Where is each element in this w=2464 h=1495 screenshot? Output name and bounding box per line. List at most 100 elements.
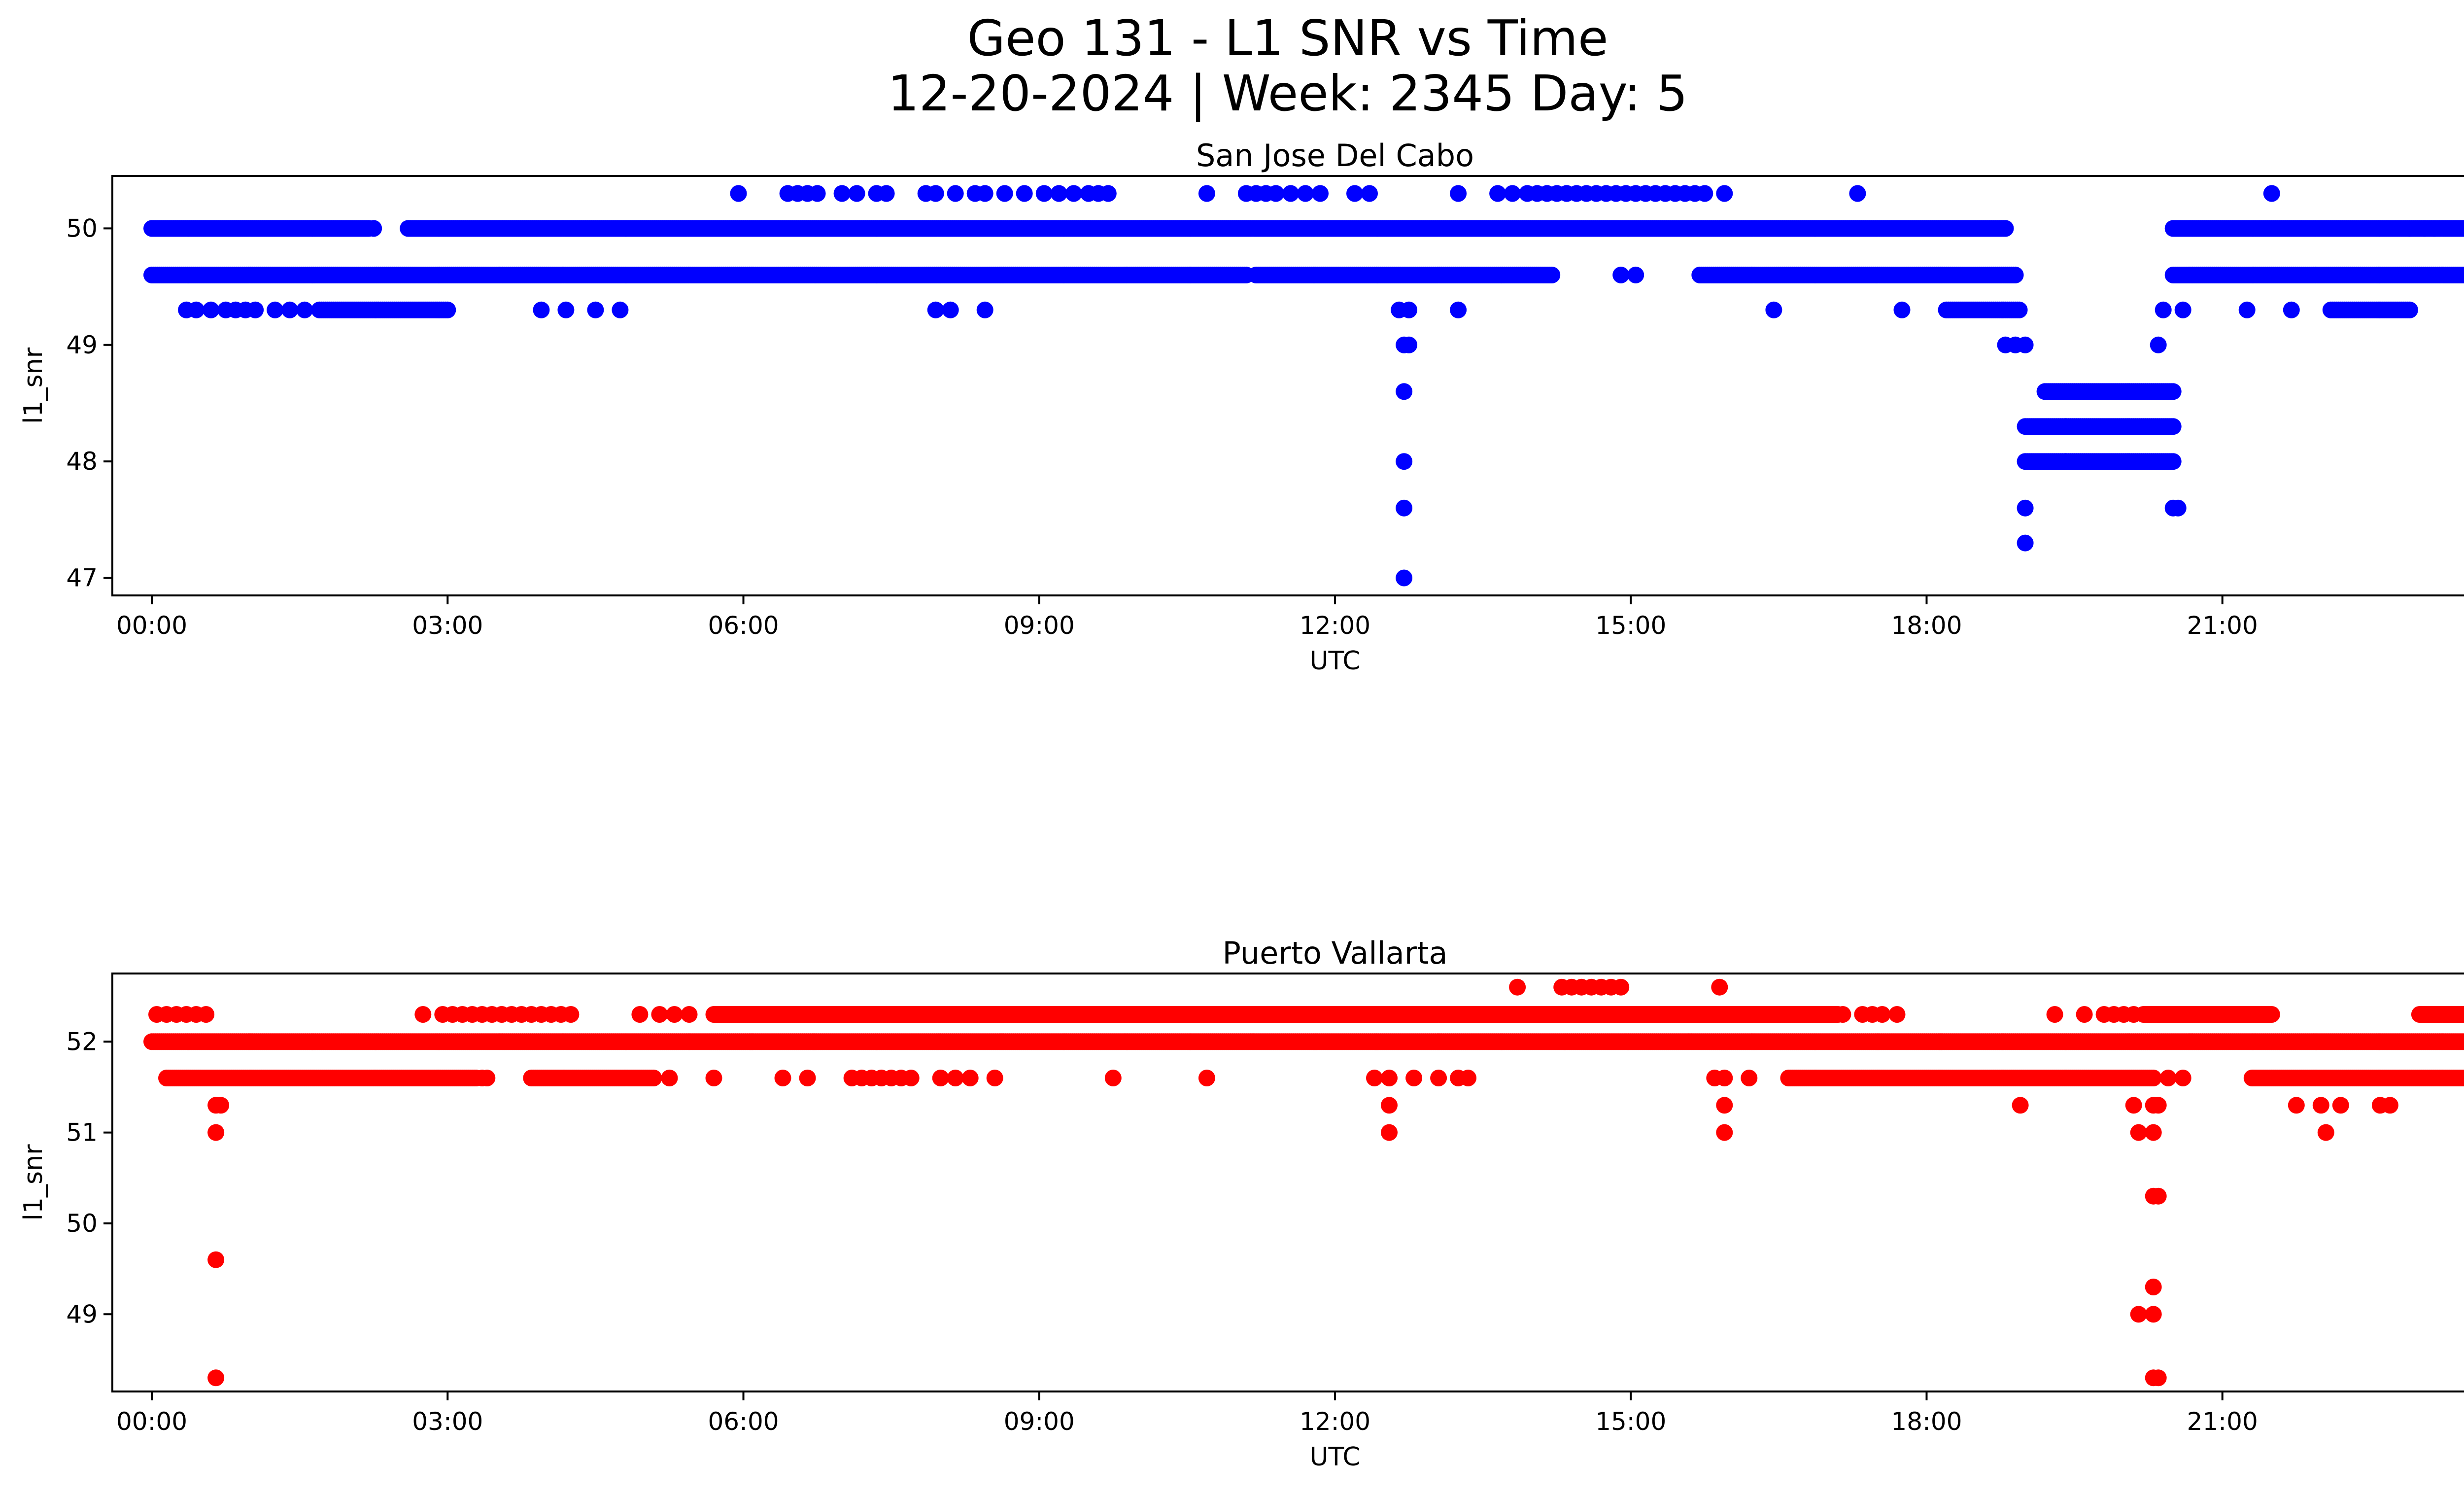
x-axis-label: UTC — [1309, 646, 1360, 676]
data-point — [2462, 223, 2464, 234]
data-point — [1346, 185, 1363, 202]
data-point — [947, 185, 964, 202]
data-point — [645, 1070, 662, 1086]
data-point — [2460, 268, 2464, 282]
data-point — [1849, 185, 1866, 202]
data-point — [1396, 383, 1413, 400]
data-point — [2283, 301, 2300, 318]
data-point — [1450, 301, 1467, 318]
data-point — [533, 301, 550, 318]
data-point — [1361, 185, 1378, 202]
data-point — [188, 301, 205, 318]
data-point — [1401, 301, 1418, 318]
data-point — [2263, 185, 2280, 202]
x-tick-label: 03:00 — [412, 611, 483, 640]
data-point — [848, 185, 865, 202]
data-point — [2017, 499, 2034, 517]
data-point — [1401, 336, 1418, 353]
data-point — [1543, 266, 1561, 283]
data-point — [1396, 453, 1413, 470]
data-point — [296, 301, 313, 318]
x-tick-label: 15:00 — [1595, 611, 1666, 640]
data-series — [143, 185, 2464, 587]
data-point — [2401, 301, 2418, 318]
data-point — [927, 301, 944, 318]
data-series — [143, 978, 2464, 1387]
data-point — [612, 301, 629, 318]
data-point — [2011, 301, 2028, 318]
data-point — [809, 185, 826, 202]
data-point — [2238, 301, 2256, 318]
data-point — [1612, 266, 1630, 283]
data-point — [2460, 221, 2464, 236]
data-point — [2426, 220, 2443, 237]
data-point — [927, 185, 944, 202]
data-point — [2401, 220, 2418, 237]
y-tick-label: 49 — [66, 331, 98, 359]
data-point — [1997, 220, 2014, 237]
x-tick-label: 06:00 — [708, 611, 779, 640]
data-point — [1282, 185, 1299, 202]
panel-title: San Jose Del Cabo — [1196, 138, 1474, 174]
data-point — [1716, 185, 1733, 202]
data-point — [1035, 185, 1053, 202]
data-point — [2263, 1006, 2280, 1023]
data-point — [1267, 185, 1284, 202]
data-point — [2164, 383, 2182, 400]
data-point — [1893, 301, 1911, 318]
x-tick-label: 18:00 — [1891, 611, 1962, 640]
data-point — [976, 185, 993, 202]
figure-subtitle: 12-20-2024 | Week: 2345 Day: 5 — [888, 65, 1688, 122]
data-point — [2174, 301, 2191, 318]
data-point — [2164, 418, 2182, 435]
data-point — [1198, 185, 1215, 202]
chart-panel-san-jose-del-cabo: San Jose Del Cabo 00:00 03:00 06:00 09:00 12:… — [19, 138, 2464, 676]
x-tick-label: 00:00 — [116, 611, 187, 640]
data-point — [833, 185, 851, 202]
data-point — [1050, 185, 1067, 202]
y-axis-label: l1_snr — [19, 347, 48, 424]
data-point — [557, 301, 575, 318]
data-point — [1696, 185, 1713, 202]
data-point — [976, 301, 993, 318]
data-point — [2164, 453, 2182, 470]
data-point — [1450, 185, 1467, 202]
data-point — [2007, 266, 2024, 283]
data-point — [1489, 185, 1506, 202]
figure-title: Geo 131 - L1 SNR vs Time — [967, 9, 1608, 67]
data-point — [267, 301, 284, 318]
data-point — [2150, 336, 2167, 353]
data-point — [1765, 301, 1782, 318]
data-point — [2155, 301, 2172, 318]
x-tick-label: 12:00 — [1300, 611, 1370, 640]
data-point — [1065, 185, 1082, 202]
data-point — [439, 301, 456, 318]
data-point — [1297, 185, 1314, 202]
data-point — [2017, 336, 2034, 353]
data-point — [878, 185, 895, 202]
data-point — [942, 301, 959, 318]
y-tick-label: 50 — [66, 214, 98, 243]
data-point — [996, 185, 1013, 202]
x-tick-label: 09:00 — [1004, 611, 1075, 640]
data-point — [1504, 185, 1521, 202]
data-point — [2169, 499, 2187, 517]
data-point — [365, 220, 382, 237]
data-point — [1627, 266, 1644, 283]
data-point — [730, 185, 747, 202]
data-point — [2017, 534, 2034, 552]
data-point — [2145, 1070, 2162, 1086]
data-point — [1016, 185, 1033, 202]
data-point — [1396, 499, 1413, 517]
data-point — [1312, 185, 1329, 202]
data-point — [587, 301, 604, 318]
panel-title: Puerto Vallarta — [1222, 935, 1447, 971]
data-point — [247, 301, 264, 318]
x-tick-label: 21:00 — [2187, 611, 2258, 640]
y-tick-label: 48 — [66, 447, 98, 476]
y-tick-label: 47 — [66, 564, 98, 592]
data-point — [2462, 270, 2464, 280]
data-point — [1099, 185, 1117, 202]
